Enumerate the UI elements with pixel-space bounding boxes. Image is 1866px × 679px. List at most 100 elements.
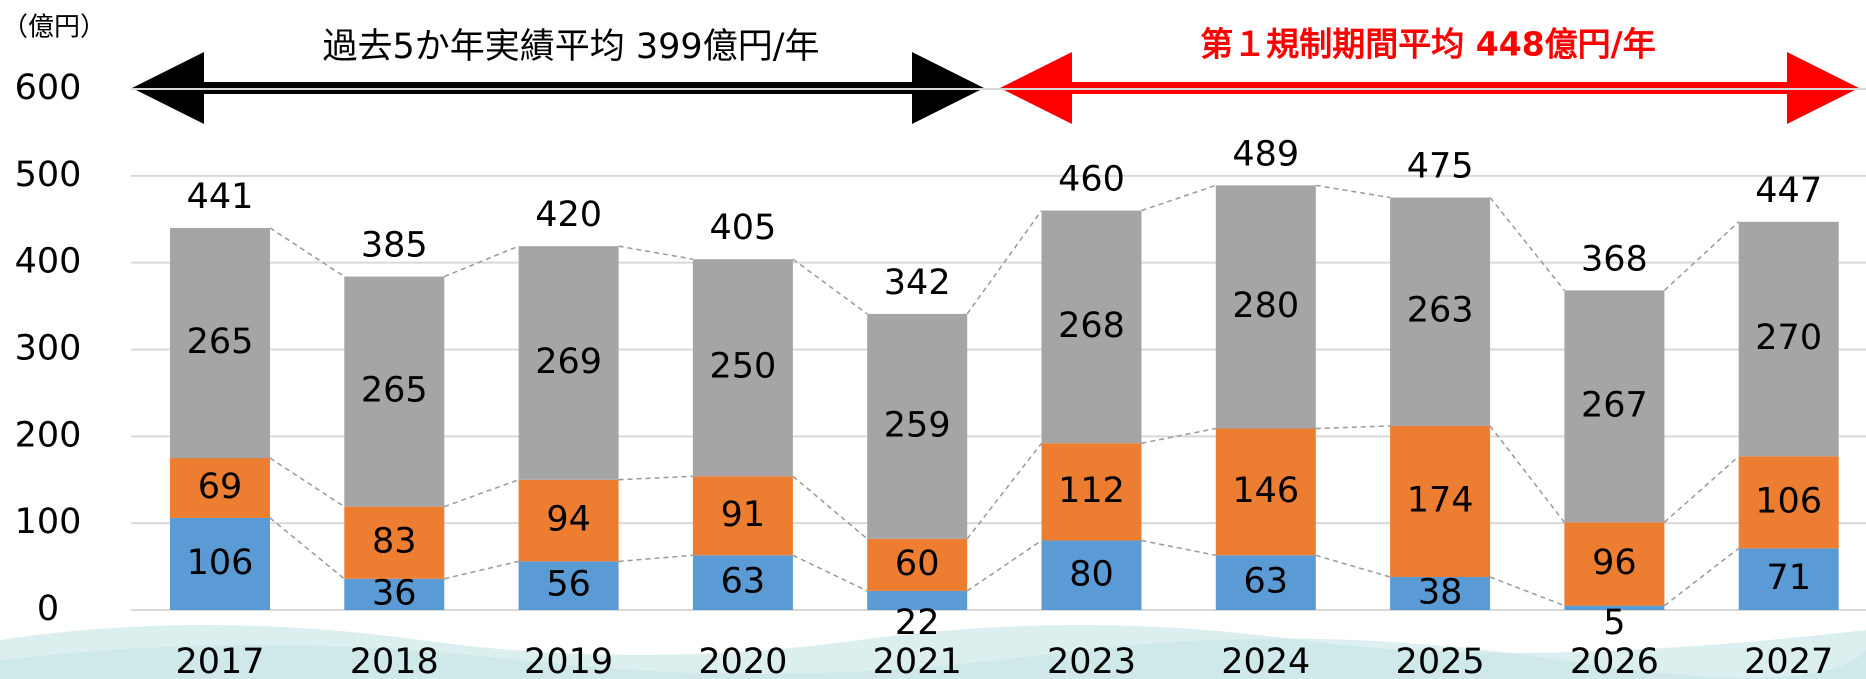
value-label: 38 — [1418, 573, 1463, 613]
value-label: 91 — [721, 495, 766, 535]
y-tick-label: 200 — [15, 415, 82, 455]
bar-segment — [1390, 425, 1491, 578]
value-label: 250 — [709, 347, 776, 387]
bar-segment — [344, 578, 445, 610]
connector-line — [1315, 554, 1391, 578]
x-tick-label: 2020 — [698, 642, 787, 679]
connector-line — [792, 475, 868, 540]
connector-line — [1315, 184, 1391, 199]
connector-line — [444, 560, 519, 580]
y-tick-label: 100 — [15, 502, 82, 542]
total-label: 420 — [535, 195, 602, 235]
total-label: 405 — [709, 208, 776, 248]
connector-line — [792, 258, 868, 315]
bar-segment — [170, 517, 270, 610]
value-label: 60 — [895, 544, 940, 584]
value-label: 63 — [721, 562, 766, 602]
connector-line — [444, 245, 519, 278]
total-label: 460 — [1058, 160, 1125, 200]
value-label: 112 — [1058, 471, 1125, 511]
connector-line — [1663, 547, 1740, 607]
bar-segment — [1564, 522, 1665, 606]
connector-line — [444, 479, 519, 508]
bar-segment — [867, 590, 968, 610]
value-label: 280 — [1232, 286, 1299, 326]
bar-segment — [1738, 548, 1839, 610]
value-label: 80 — [1069, 554, 1114, 594]
connector-line — [269, 517, 345, 580]
connector-line — [618, 554, 693, 563]
annotation: 過去5か年実績平均 399億円/年 — [323, 27, 820, 67]
x-tick-label: 2019 — [524, 642, 613, 679]
bar-segment — [867, 313, 968, 539]
x-tick-label: 2018 — [350, 642, 439, 679]
connector-line — [966, 539, 1042, 592]
value-label: 259 — [884, 405, 951, 445]
total-label: 441 — [187, 177, 254, 217]
x-tick-label: 2021 — [873, 642, 962, 679]
background-wave — [0, 638, 1866, 679]
bar-segment — [1564, 605, 1665, 610]
bar-segment — [692, 476, 793, 556]
value-label: 265 — [361, 371, 428, 411]
bar-segment — [692, 259, 793, 477]
total-label: 342 — [884, 263, 951, 303]
bar-segment — [867, 538, 968, 591]
total-label: 385 — [361, 226, 428, 266]
connector-line — [1489, 576, 1565, 607]
y-tick-label: 0 — [37, 589, 59, 629]
value-label: 146 — [1232, 471, 1299, 511]
value-label: 22 — [895, 603, 940, 643]
total-label: 475 — [1407, 147, 1474, 187]
value-label: 268 — [1058, 306, 1125, 346]
annotation: 第１規制期間平均 448億円/年 — [1200, 25, 1655, 64]
bar-segment — [170, 227, 270, 459]
connector-line — [618, 245, 694, 260]
bar-segment — [1215, 555, 1316, 610]
connector-line — [1141, 539, 1216, 557]
value-label: 267 — [1581, 385, 1648, 425]
connector-line — [1141, 184, 1217, 212]
value-label: 56 — [546, 565, 591, 605]
total-label: 447 — [1755, 171, 1822, 211]
value-label: 5 — [1603, 603, 1625, 643]
value-label: 106 — [187, 543, 254, 583]
x-tick-label: 2026 — [1570, 642, 1659, 679]
value-label: 269 — [535, 342, 602, 382]
x-tick-label: 2027 — [1744, 642, 1833, 679]
value-label: 263 — [1407, 291, 1474, 331]
x-tick-label: 2025 — [1396, 642, 1485, 679]
connector-line — [1315, 425, 1391, 430]
connector-line — [1663, 455, 1740, 523]
bar-segment — [518, 479, 619, 562]
value-label: 265 — [187, 322, 254, 362]
connector-line — [1663, 221, 1740, 292]
connector-line — [966, 442, 1043, 540]
bar-segment — [1215, 185, 1316, 429]
x-tick-label: 2017 — [175, 642, 264, 679]
bar-segment — [1041, 210, 1142, 444]
connector-line — [618, 475, 693, 481]
value-label: 69 — [198, 467, 243, 507]
value-label: 36 — [372, 573, 417, 613]
bar-segment — [344, 506, 445, 579]
y-tick-label: 400 — [15, 242, 82, 282]
connector-line — [792, 554, 868, 592]
bar-segment — [1215, 428, 1316, 556]
value-label: 106 — [1755, 481, 1822, 521]
bar-segment — [518, 561, 619, 610]
unit-label: （億円） — [2, 13, 106, 43]
connector-line — [966, 210, 1043, 315]
bar-segment — [1041, 443, 1142, 541]
bar-segment — [1390, 577, 1491, 610]
bar-segment — [1738, 456, 1839, 549]
bar-segment — [518, 246, 619, 480]
total-label: 489 — [1232, 134, 1299, 174]
value-label: 96 — [1592, 543, 1637, 583]
value-label: 270 — [1755, 318, 1822, 358]
bar-segment — [1564, 290, 1665, 523]
y-tick-label: 300 — [15, 329, 82, 369]
x-tick-label: 2024 — [1221, 642, 1310, 679]
connector-line — [1489, 197, 1565, 291]
